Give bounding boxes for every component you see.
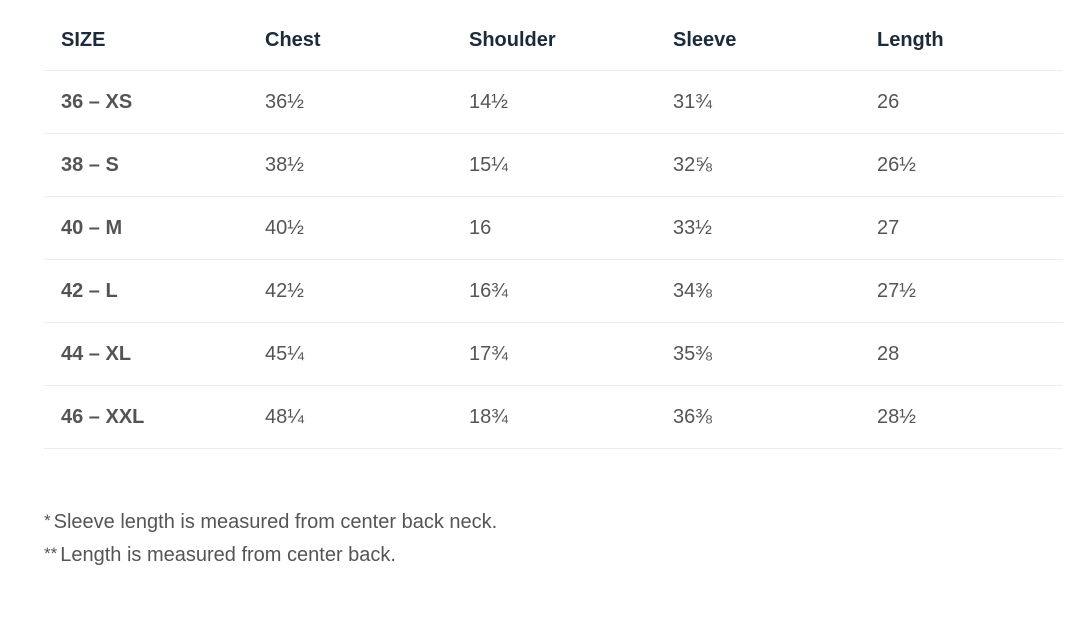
size-cell: 36 – XS xyxy=(44,70,248,134)
note-text: Sleeve length is measured from center ba… xyxy=(53,511,498,533)
table-row: 40 – M 40½ 16 33½ 27 xyxy=(44,196,1063,260)
table-row: 42 – L 42½ 16¾ 34⅜ 27½ xyxy=(44,259,1063,323)
shoulder-cell: 17¾ xyxy=(452,322,656,386)
sleeve-cell: 36⅜ xyxy=(656,385,860,449)
sleeve-cell: 34⅜ xyxy=(656,259,860,323)
length-cell: 28½ xyxy=(860,385,1063,449)
length-cell: 26½ xyxy=(860,133,1063,197)
table-row: 46 – XXL 48¼ 18¾ 36⅜ 28½ xyxy=(44,385,1063,449)
shoulder-cell: 14½ xyxy=(452,70,656,134)
sleeve-cell: 31¾ xyxy=(656,70,860,134)
size-chart-table: SIZE Chest Shoulder Sleeve Length 36 – X… xyxy=(44,10,1063,449)
chest-cell: 45¼ xyxy=(248,322,452,386)
column-header-sleeve: Sleeve xyxy=(656,10,860,71)
note-text: Length is measured from center back. xyxy=(60,544,396,566)
measurement-notes: * Sleeve length is measured from center b… xyxy=(44,505,497,571)
length-cell: 27½ xyxy=(860,259,1063,323)
column-header-size: SIZE xyxy=(44,10,248,71)
table-header: SIZE Chest Shoulder Sleeve Length xyxy=(44,10,1063,71)
table-body: 36 – XS 36½ 14½ 31¾ 26 38 – S 38½ 15¼ 32… xyxy=(44,70,1063,449)
header-row: SIZE Chest Shoulder Sleeve Length xyxy=(44,10,1063,71)
chest-cell: 38½ xyxy=(248,133,452,197)
chest-cell: 48¼ xyxy=(248,385,452,449)
shoulder-cell: 15¼ xyxy=(452,133,656,197)
table-row: 44 – XL 45¼ 17¾ 35⅜ 28 xyxy=(44,322,1063,386)
table-row: 38 – S 38½ 15¼ 32⅝ 26½ xyxy=(44,133,1063,197)
size-cell: 40 – M xyxy=(44,196,248,260)
sleeve-cell: 35⅜ xyxy=(656,322,860,386)
length-cell: 27 xyxy=(860,196,1063,260)
note-length: ** Length is measured from center back. xyxy=(44,538,497,571)
shoulder-cell: 16¾ xyxy=(452,259,656,323)
table-row: 36 – XS 36½ 14½ 31¾ 26 xyxy=(44,70,1063,134)
size-cell: 42 – L xyxy=(44,259,248,323)
length-cell: 28 xyxy=(860,322,1063,386)
sleeve-cell: 33½ xyxy=(656,196,860,260)
note-marker: * xyxy=(44,511,51,530)
length-cell: 26 xyxy=(860,70,1063,134)
column-header-length: Length xyxy=(860,10,1063,71)
note-sleeve: * Sleeve length is measured from center b… xyxy=(44,505,497,538)
chest-cell: 40½ xyxy=(248,196,452,260)
shoulder-cell: 16 xyxy=(452,196,656,260)
size-cell: 44 – XL xyxy=(44,322,248,386)
shoulder-cell: 18¾ xyxy=(452,385,656,449)
column-header-chest: Chest xyxy=(248,10,452,71)
size-cell: 38 – S xyxy=(44,133,248,197)
column-header-shoulder: Shoulder xyxy=(452,10,656,71)
sleeve-cell: 32⅝ xyxy=(656,133,860,197)
note-marker: ** xyxy=(44,544,58,563)
chest-cell: 42½ xyxy=(248,259,452,323)
size-cell: 46 – XXL xyxy=(44,385,248,449)
chest-cell: 36½ xyxy=(248,70,452,134)
